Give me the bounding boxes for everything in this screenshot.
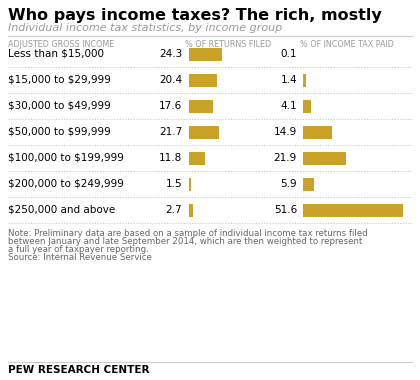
Text: 4.1: 4.1 [281, 101, 297, 111]
Bar [303, 73, 306, 87]
Text: 1.5: 1.5 [165, 179, 182, 189]
Bar [189, 100, 213, 112]
Text: \$50,000 to \$99,999: \$50,000 to \$99,999 [8, 127, 111, 137]
Text: 20.4: 20.4 [159, 75, 182, 85]
Text: Less than \$15,000: Less than \$15,000 [8, 49, 104, 59]
Text: PEW RESEARCH CENTER: PEW RESEARCH CENTER [8, 365, 150, 375]
Text: Individual income tax statistics, by income group: Individual income tax statistics, by inc… [8, 23, 282, 33]
Text: \$15,000 to \$29,999: \$15,000 to \$29,999 [8, 75, 111, 85]
Text: Who pays income taxes? The rich, mostly: Who pays income taxes? The rich, mostly [8, 8, 382, 23]
Text: \$200,000 to \$249,999: \$200,000 to \$249,999 [8, 179, 124, 189]
Text: 17.6: 17.6 [159, 101, 182, 111]
Text: 11.8: 11.8 [159, 153, 182, 163]
Text: \$30,000 to \$49,999: \$30,000 to \$49,999 [8, 101, 111, 111]
Text: % OF INCOME TAX PAID: % OF INCOME TAX PAID [300, 40, 394, 49]
Text: 51.6: 51.6 [274, 205, 297, 215]
Bar [189, 177, 191, 190]
Bar [303, 177, 315, 190]
Bar [303, 100, 311, 112]
Text: 5.9: 5.9 [281, 179, 297, 189]
Text: 2.7: 2.7 [165, 205, 182, 215]
Text: 24.3: 24.3 [159, 49, 182, 59]
Text: ADJUSTED GROSS INCOME: ADJUSTED GROSS INCOME [8, 40, 114, 49]
Text: 21.7: 21.7 [159, 127, 182, 137]
Text: between January and late September 2014, which are then weighted to represent: between January and late September 2014,… [8, 237, 362, 246]
Bar [189, 125, 218, 138]
Text: Source: Internal Revenue Service: Source: Internal Revenue Service [8, 253, 152, 262]
Bar [189, 152, 205, 165]
Text: 21.9: 21.9 [274, 153, 297, 163]
Text: 1.4: 1.4 [281, 75, 297, 85]
Bar [189, 48, 222, 60]
Bar [189, 73, 217, 87]
Text: \$100,000 to \$199,999: \$100,000 to \$199,999 [8, 153, 124, 163]
Bar [189, 204, 193, 217]
Bar [303, 125, 332, 138]
Text: % OF RETURNS FILED: % OF RETURNS FILED [185, 40, 271, 49]
Text: a full year of taxpayer reporting.: a full year of taxpayer reporting. [8, 245, 149, 254]
Text: 14.9: 14.9 [274, 127, 297, 137]
Text: Note: Preliminary data are based on a sample of individual income tax returns fi: Note: Preliminary data are based on a sa… [8, 229, 368, 238]
Bar [303, 204, 403, 217]
Bar [303, 152, 346, 165]
Text: \$250,000 and above: \$250,000 and above [8, 205, 115, 215]
Text: 0.1: 0.1 [281, 49, 297, 59]
